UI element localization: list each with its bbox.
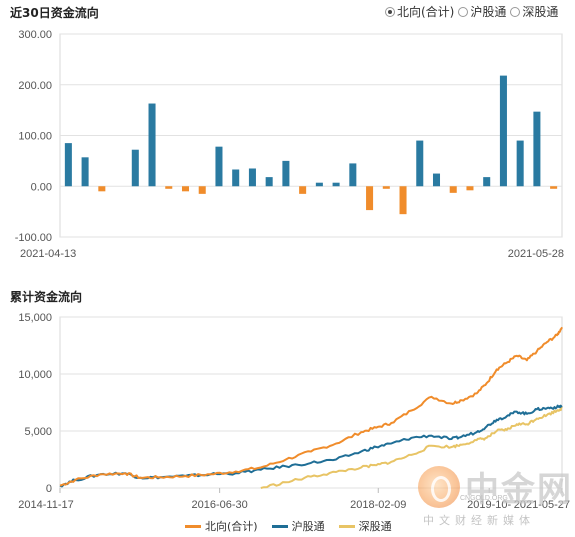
y-tick-label: 0	[46, 483, 52, 495]
series-line	[59, 326, 563, 487]
bar	[349, 163, 357, 187]
bar	[299, 186, 307, 194]
legend-label: 北向(合计)	[205, 520, 258, 533]
chart-title-cumulative: 累计资金流向	[10, 290, 83, 304]
watermark-en: CNGOLD.ORG	[460, 495, 508, 502]
bar	[198, 186, 206, 194]
y-tick-label: 300.00	[18, 29, 52, 41]
bar	[81, 157, 89, 187]
x-tick-label: 2014-11-17	[18, 499, 73, 511]
x-tick-label: 2016-06-30	[191, 499, 247, 511]
radio-shanghai-connect[interactable]: 沪股通	[458, 3, 506, 20]
y-tick-label: 10,000	[18, 369, 52, 381]
bar	[432, 173, 441, 187]
bar	[148, 103, 156, 187]
bar	[165, 186, 173, 189]
bar	[215, 146, 223, 187]
x-end-label: 2021-05-28	[508, 248, 564, 260]
chart-title-flow-30d: 近30日资金流向	[10, 6, 99, 20]
x-tick-label: 2019-10-	[467, 499, 511, 511]
watermark-en-wrap: CNGOLD.ORG	[460, 487, 508, 505]
bar	[516, 140, 524, 187]
bar	[449, 186, 457, 193]
bar	[282, 160, 290, 187]
bar	[416, 140, 424, 187]
radio-label: 北向(合计)	[397, 5, 455, 19]
radio-shenzhen-connect[interactable]: 深股通	[510, 3, 558, 20]
legend-swatch	[271, 524, 288, 528]
legend-item-northbound[interactable]: 北向(合计)	[185, 518, 258, 534]
bar	[366, 186, 374, 211]
legend-label: 沪股通	[291, 520, 325, 533]
watermark: 中金网 中文财经新媒体	[415, 462, 575, 532]
bar	[466, 186, 474, 191]
legend-swatch	[338, 524, 355, 528]
legend-swatch	[185, 524, 201, 528]
cngold-logo-icon	[418, 466, 460, 508]
bar	[131, 149, 139, 187]
bar	[315, 182, 323, 187]
bar	[399, 186, 407, 215]
legend-item-shenzhen[interactable]: 深股通	[338, 518, 392, 534]
bar	[232, 169, 240, 187]
x-tick-label: 2018-02-09	[350, 499, 406, 511]
bar	[550, 186, 558, 189]
bar	[483, 177, 491, 187]
radio-label: 深股通	[522, 5, 559, 19]
y-tick-label: 100.00	[18, 131, 52, 143]
radio-label: 沪股通	[470, 5, 507, 19]
series-line	[260, 406, 563, 489]
radio-northbound[interactable]: 北向(合计)	[385, 3, 454, 20]
bar	[382, 186, 390, 189]
radio-dot-icon[interactable]	[458, 6, 469, 17]
bar	[64, 143, 72, 187]
x-start-label: 2021-04-13	[20, 248, 76, 260]
y-tick-label: 5,000	[24, 426, 52, 438]
legend-label: 深股通	[358, 520, 392, 533]
legend: 北向(合计) 沪股通 深股通	[185, 518, 392, 534]
radio-dot-icon[interactable]	[510, 6, 521, 17]
bar	[248, 168, 256, 187]
x-tick-label: 2021-05-27	[514, 499, 570, 511]
y-tick-label: 200.00	[18, 80, 52, 92]
watermark-subtitle: 中文财经新媒体	[423, 514, 535, 527]
series-selector: 北向(合计) 沪股通 深股通	[385, 3, 558, 20]
bar	[181, 186, 190, 192]
bar	[499, 75, 507, 187]
bar	[332, 182, 340, 187]
watermark-brand: 中金网	[465, 470, 573, 510]
bar	[533, 111, 541, 187]
y-tick-label: 15,000	[18, 312, 52, 324]
radio-dot-icon[interactable]	[385, 6, 395, 17]
y-tick-label: 0.00	[31, 181, 52, 193]
y-tick-label: -100.00	[15, 232, 52, 244]
legend-item-shanghai[interactable]: 沪股通	[271, 518, 325, 534]
bar	[98, 186, 106, 192]
bar	[265, 177, 273, 187]
